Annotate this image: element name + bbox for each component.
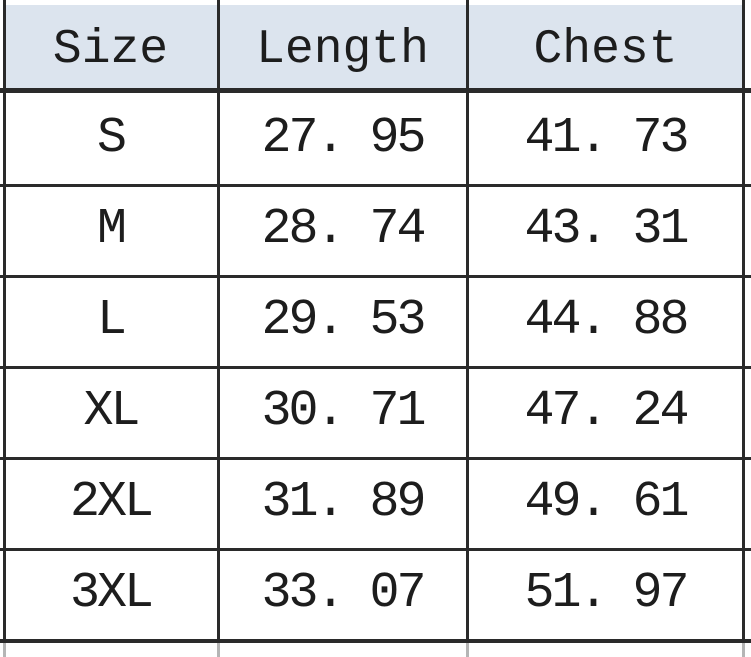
chest-cell: 47. 24	[524, 383, 689, 440]
table-horizontal-line	[0, 366, 751, 369]
table-horizontal-line	[0, 457, 751, 460]
table-vertical-line	[466, 0, 469, 657]
size-cell: XL	[83, 383, 140, 440]
length-cell: 27. 95	[261, 110, 426, 167]
chest-cell: 51. 97	[524, 565, 689, 622]
table-horizontal-line	[0, 88, 751, 93]
length-cell: 31. 89	[261, 474, 426, 531]
table-horizontal-line	[0, 184, 751, 187]
length-cell: 29. 53	[261, 292, 426, 349]
table-horizontal-line	[0, 275, 751, 278]
size-cell: 3XL	[69, 565, 154, 622]
header-cell-size: Size	[52, 22, 169, 77]
table-line-stub	[466, 643, 469, 657]
length-cell: 30. 71	[261, 383, 426, 440]
table-line-stub	[742, 643, 745, 657]
table-line-stub	[217, 643, 220, 657]
size-cell: 2XL	[69, 474, 154, 531]
size-cell: M	[96, 201, 127, 258]
header-cell-length: Length	[256, 22, 429, 77]
chest-cell: 44. 88	[524, 292, 689, 349]
header-row-background	[5, 5, 743, 89]
size-cell: S	[96, 110, 127, 167]
size-chart-table: Size Length Chest S 27. 95 41. 73 M 28. …	[3, 6, 744, 639]
chest-cell: 43. 31	[524, 201, 689, 258]
table-vertical-line	[217, 0, 220, 657]
table-vertical-line	[3, 0, 6, 657]
table-horizontal-line	[0, 548, 751, 551]
chest-cell: 41. 73	[524, 110, 689, 167]
table-line-stub	[3, 643, 6, 657]
size-cell: L	[96, 292, 127, 349]
table-horizontal-line	[0, 639, 751, 643]
length-cell: 33. 07	[261, 565, 426, 622]
table-vertical-line	[742, 0, 745, 657]
length-cell: 28. 74	[261, 201, 426, 258]
header-cell-chest: Chest	[533, 22, 678, 77]
chest-cell: 49. 61	[524, 474, 689, 531]
